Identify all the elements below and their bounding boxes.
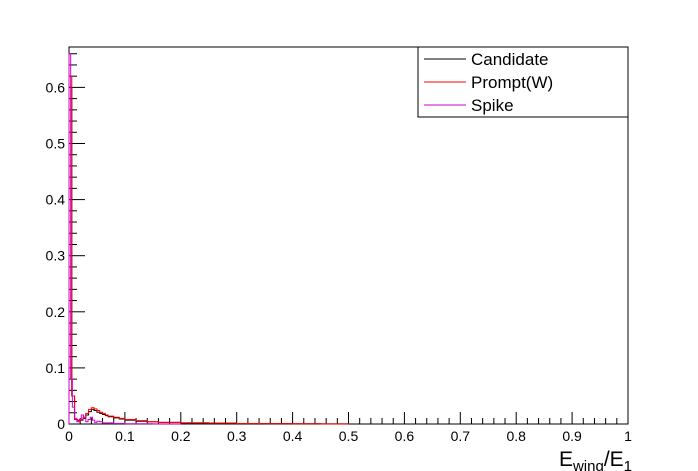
- x-tick-label: 0.1: [115, 428, 135, 444]
- y-tick-label: 0.6: [46, 79, 66, 95]
- x-axis-title-sub2: 1: [624, 458, 632, 471]
- legend-label-candidate: Candidate: [471, 50, 549, 69]
- x-tick-label: 0.4: [283, 428, 303, 444]
- x-axis-title: Ewing/E1: [559, 448, 632, 471]
- legend-label-spike: Spike: [471, 96, 514, 115]
- series-line-spike: [68, 53, 182, 425]
- y-axis-ticks: 0 0.1 0.2 0.3 0.4 0.5 0.6: [46, 53, 85, 432]
- y-tick-label: 0.3: [46, 248, 66, 264]
- series-line-prompt-w: [68, 75, 349, 425]
- y-tick-label: 0.2: [46, 304, 66, 320]
- x-axis-ticks: 0 0.1 0.2 0.3 0.4 0.5 0.6 0.7 0.8 0.9 1: [65, 412, 632, 444]
- series-layer: [68, 53, 349, 425]
- legend-label-prompt: Prompt(W): [471, 73, 553, 92]
- x-tick-label: 0.7: [451, 428, 471, 444]
- x-tick-label: 1: [624, 428, 632, 444]
- x-axis-title-mid: /E: [604, 448, 624, 471]
- y-tick-label: 0.4: [46, 192, 66, 208]
- y-tick-label: 0: [57, 416, 65, 432]
- y-tick-label: 0.5: [46, 135, 66, 151]
- x-tick-label: 0.5: [339, 428, 359, 444]
- x-axis-title-sub1: wing: [572, 458, 604, 471]
- x-tick-label: 0.3: [227, 428, 247, 444]
- x-tick-label: 0: [65, 428, 73, 444]
- x-axis-title-main: E: [559, 448, 573, 471]
- series-line-candidate: [68, 86, 349, 425]
- x-tick-label: 0.2: [171, 428, 191, 444]
- x-tick-label: 0.6: [395, 428, 415, 444]
- y-tick-label: 0.1: [46, 360, 66, 376]
- legend: Candidate Prompt(W) Spike: [417, 46, 629, 118]
- x-tick-label: 0.9: [562, 428, 582, 444]
- x-tick-label: 0.8: [506, 428, 526, 444]
